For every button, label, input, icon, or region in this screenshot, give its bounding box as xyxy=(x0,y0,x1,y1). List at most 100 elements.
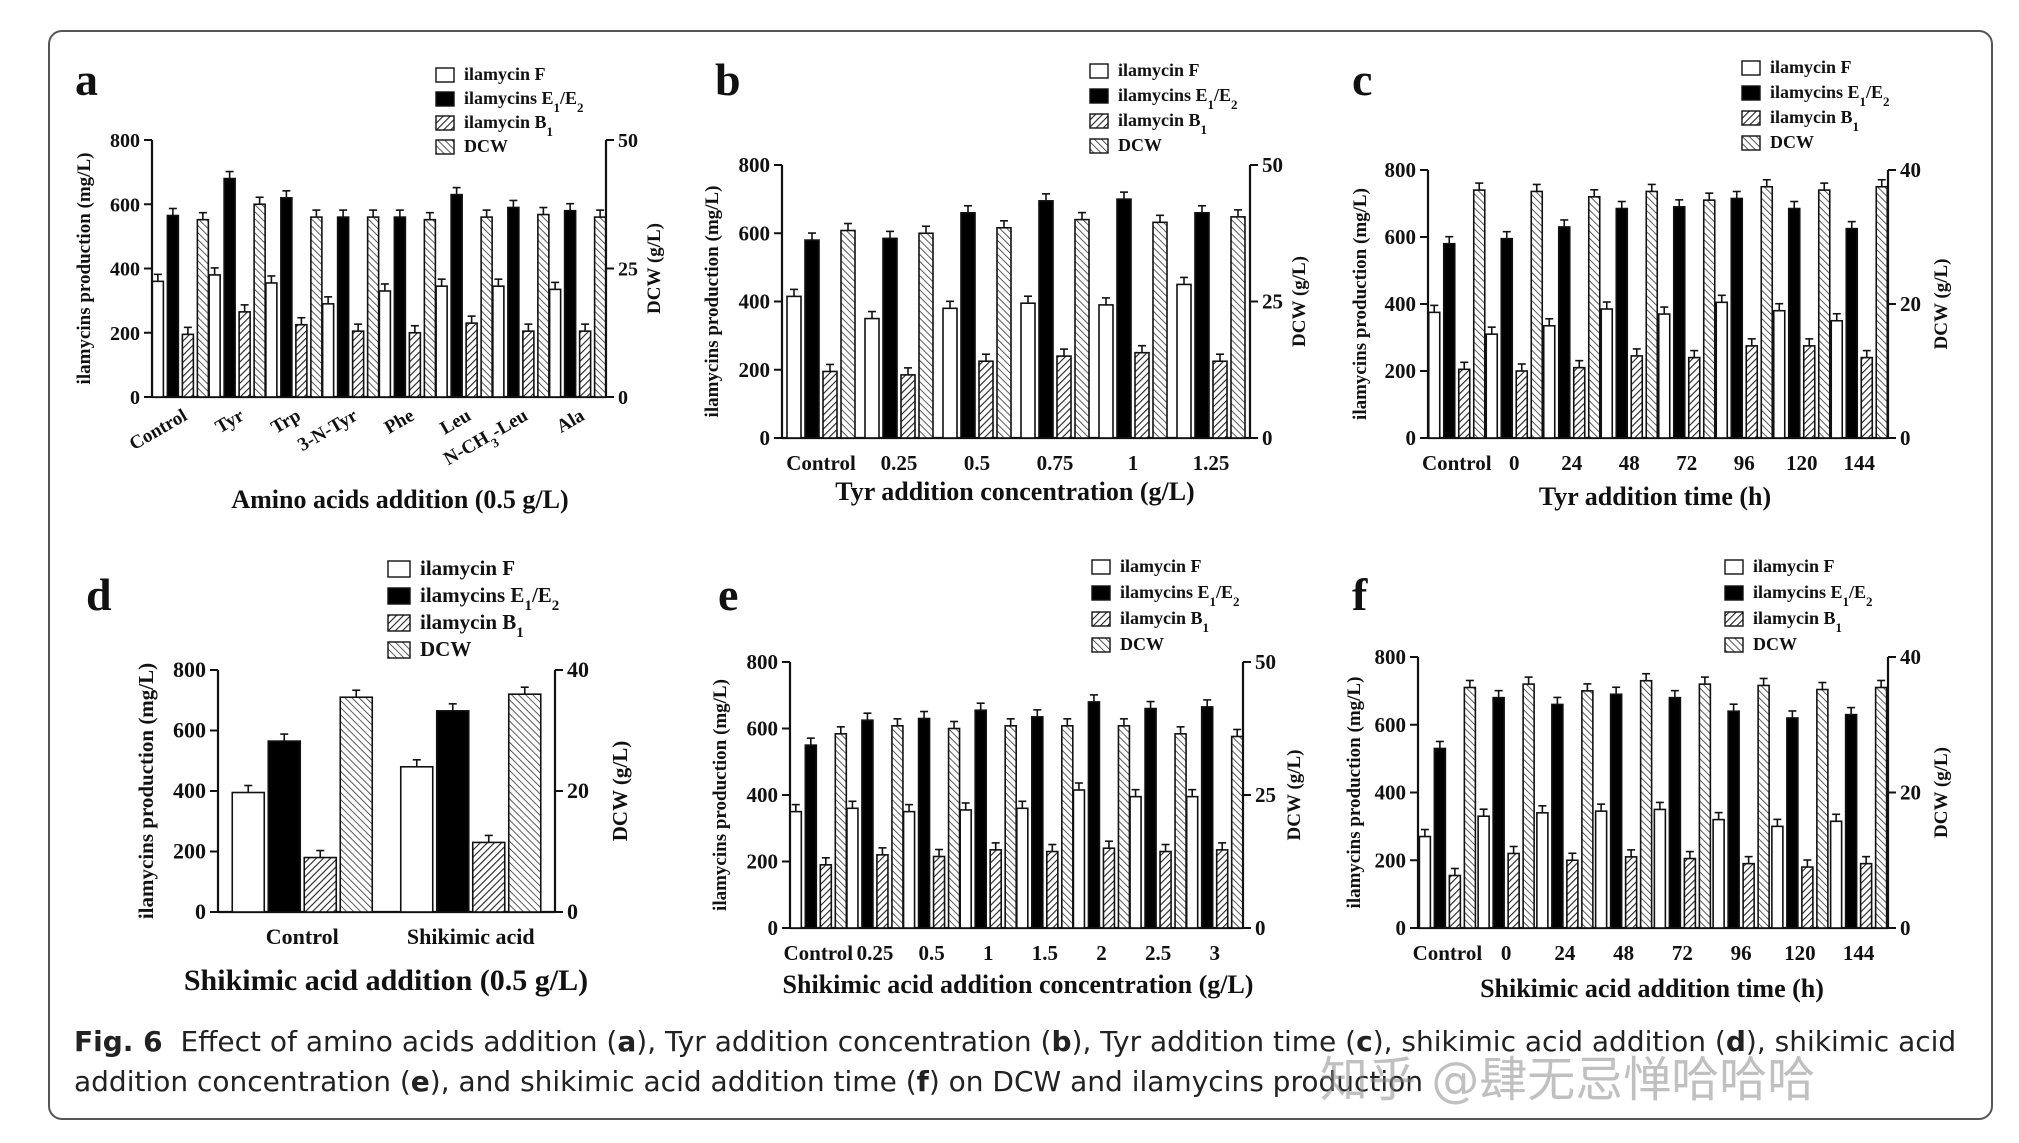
bar-2 xyxy=(1572,366,1586,439)
bar-1 xyxy=(1786,717,1799,929)
y-axis-title: ilamycins production (mg/L) xyxy=(702,186,723,418)
y2-tick-label: 0 xyxy=(567,899,578,924)
legend-label: ilamycin F xyxy=(464,64,546,84)
bar-2 xyxy=(819,864,833,929)
y2-axis-title: DCW (g/L) xyxy=(1931,259,1952,350)
y2-tick-label: 50 xyxy=(1262,153,1283,177)
x-tick-label: 3 xyxy=(1209,941,1220,965)
bar-1 xyxy=(1672,206,1686,439)
bar-2 xyxy=(408,331,422,398)
bar-0 xyxy=(1020,302,1036,439)
bar-0 xyxy=(1485,333,1499,439)
bar-0 xyxy=(151,280,165,398)
y-tick-label: 400 xyxy=(1385,292,1417,316)
y2-tick-label: 20 xyxy=(1900,292,1921,316)
bar-2 xyxy=(1742,862,1755,929)
x-axis-title: Tyr addition time (h) xyxy=(1539,482,1771,511)
bar-2 xyxy=(1745,345,1759,439)
bar-1 xyxy=(507,206,520,398)
y-axis-title: ilamycins production (mg/L) xyxy=(134,663,158,919)
x-axis-title: Tyr addition concentration (g/L) xyxy=(835,477,1194,506)
legend-swatch xyxy=(1724,611,1744,627)
x-tick-label: 0.25 xyxy=(881,451,918,475)
bar-2 xyxy=(578,330,592,398)
legend-swatch xyxy=(435,115,455,131)
bar-1 xyxy=(393,216,407,398)
legend-label: ilamycins E1/E2 xyxy=(1753,582,1873,609)
bar-3 xyxy=(1174,733,1187,929)
bar-3 xyxy=(891,725,904,929)
bar-1 xyxy=(1668,696,1682,929)
legend-label: ilamycin B1 xyxy=(1120,608,1209,635)
bar-3 xyxy=(1639,679,1653,929)
caption-a: a xyxy=(617,1025,637,1058)
bar-1 xyxy=(1844,713,1858,929)
y-tick-label: 800 xyxy=(1375,645,1407,669)
y-tick-label: 0 xyxy=(1396,916,1407,940)
bar-1 xyxy=(804,744,818,929)
legend-label: ilamycins E1/E2 xyxy=(420,583,559,614)
bar-3 xyxy=(918,232,934,439)
panel-letter: f xyxy=(1352,569,1368,620)
x-tick-label: 48 xyxy=(1613,941,1634,965)
bar-2 xyxy=(1515,370,1529,439)
bar-3 xyxy=(1530,190,1544,439)
caption-prefix: Fig. 6 xyxy=(74,1025,163,1058)
bar-3 xyxy=(1760,185,1774,439)
bar-1 xyxy=(267,740,302,913)
panel-b: b 0 200 400 600 800 0 25 50 ilamycins production … xyxy=(702,54,1310,506)
y2-axis-title: DCW (g/L) xyxy=(1931,747,1952,838)
bar-3 xyxy=(480,216,493,398)
bar-2 xyxy=(876,854,889,929)
watermark: 知乎 @肆无忌惮哈哈哈 xyxy=(1320,1052,1816,1108)
bar-2 xyxy=(1215,849,1229,929)
y-tick-label: 200 xyxy=(110,323,140,345)
bar-3 xyxy=(1874,686,1888,929)
x-tick-label: 96 xyxy=(1731,941,1752,965)
legend-swatch xyxy=(387,641,411,659)
bar-0 xyxy=(321,303,335,398)
bar-3 xyxy=(1463,686,1477,929)
legend-swatch xyxy=(1741,60,1761,76)
x-tick-label: 2 xyxy=(1096,941,1107,965)
legend-swatch xyxy=(1091,637,1111,653)
bar-0 xyxy=(1418,835,1432,929)
bar-3 xyxy=(1698,683,1712,929)
bar-0 xyxy=(1772,309,1786,439)
bar-2 xyxy=(1457,368,1471,439)
bar-1 xyxy=(1787,207,1801,439)
legend-swatch xyxy=(1724,559,1744,575)
bar-0 xyxy=(1185,795,1199,929)
y2-tick-label: 0 xyxy=(1262,426,1273,450)
y2-axis-title: DCW (g/L) xyxy=(1284,750,1305,841)
x-tick-label: 120 xyxy=(1784,941,1816,965)
bar-3 xyxy=(1061,725,1074,929)
bar-1 xyxy=(804,239,820,439)
y-tick-label: 800 xyxy=(173,657,206,682)
bar-0 xyxy=(1427,311,1441,439)
bar-1 xyxy=(1492,696,1505,929)
y2-tick-label: 20 xyxy=(567,778,589,803)
x-tick-label: Ala xyxy=(553,405,589,438)
bar-1 xyxy=(336,216,350,398)
y2-tick-label: 40 xyxy=(1900,158,1921,182)
x-tick-label: Control xyxy=(126,405,191,455)
bar-3 xyxy=(339,696,374,913)
y2-tick-label: 50 xyxy=(1255,650,1276,674)
caption-c: c xyxy=(1356,1025,1373,1058)
x-axis-title: Shikimic acid addition (0.5 g/L) xyxy=(184,964,588,997)
x-tick-label: 0.5 xyxy=(918,941,944,965)
legend-swatch xyxy=(1089,138,1109,154)
bar-0 xyxy=(846,807,859,929)
y-tick-label: 0 xyxy=(760,426,771,450)
legend-label: ilamycin B1 xyxy=(464,112,553,139)
caption-d: d xyxy=(1725,1025,1746,1058)
legend-swatch xyxy=(1091,585,1111,601)
y-tick-label: 800 xyxy=(1385,158,1417,182)
bar-0 xyxy=(786,295,802,439)
bar-0 xyxy=(1653,808,1667,929)
bar-2 xyxy=(1212,360,1228,439)
caption-f: f xyxy=(916,1065,929,1098)
bar-1 xyxy=(1845,227,1859,439)
legend-label: ilamycin F xyxy=(1120,556,1202,576)
